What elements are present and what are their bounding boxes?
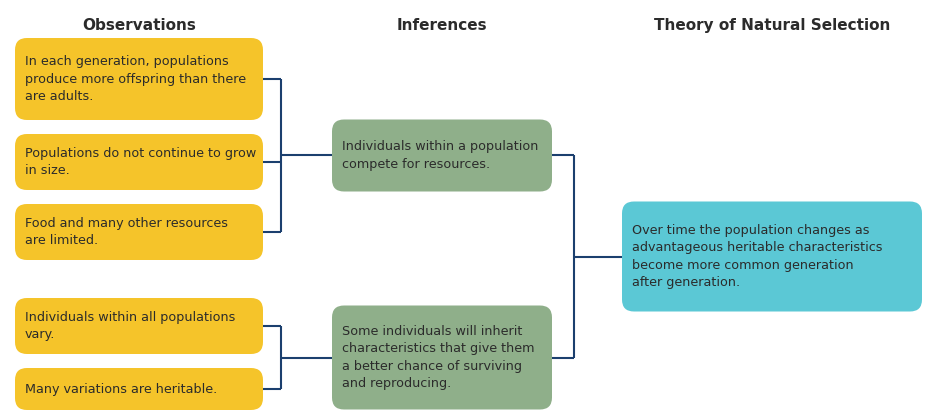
Text: Observations: Observations [82,18,196,33]
FancyBboxPatch shape [15,368,263,410]
FancyBboxPatch shape [622,201,922,312]
Text: Some individuals will inherit
characteristics that give them
a better chance of : Some individuals will inherit characteri… [342,325,534,390]
Text: Populations do not continue to grow
in size.: Populations do not continue to grow in s… [25,147,257,177]
Text: Individuals within a population
compete for resources.: Individuals within a population compete … [342,140,539,171]
Text: Over time the population changes as
advantageous heritable characteristics
becom: Over time the population changes as adva… [632,224,883,289]
Text: In each generation, populations
produce more offspring than there
are adults.: In each generation, populations produce … [25,55,246,103]
FancyBboxPatch shape [332,120,552,192]
Text: Individuals within all populations
vary.: Individuals within all populations vary. [25,311,236,341]
FancyBboxPatch shape [332,305,552,409]
Text: Food and many other resources
are limited.: Food and many other resources are limite… [25,217,228,247]
Text: Inferences: Inferences [397,18,488,33]
FancyBboxPatch shape [15,204,263,260]
Text: Many variations are heritable.: Many variations are heritable. [25,383,217,395]
Text: Theory of Natural Selection: Theory of Natural Selection [653,18,890,33]
FancyBboxPatch shape [15,298,263,354]
FancyBboxPatch shape [15,134,263,190]
FancyBboxPatch shape [15,38,263,120]
